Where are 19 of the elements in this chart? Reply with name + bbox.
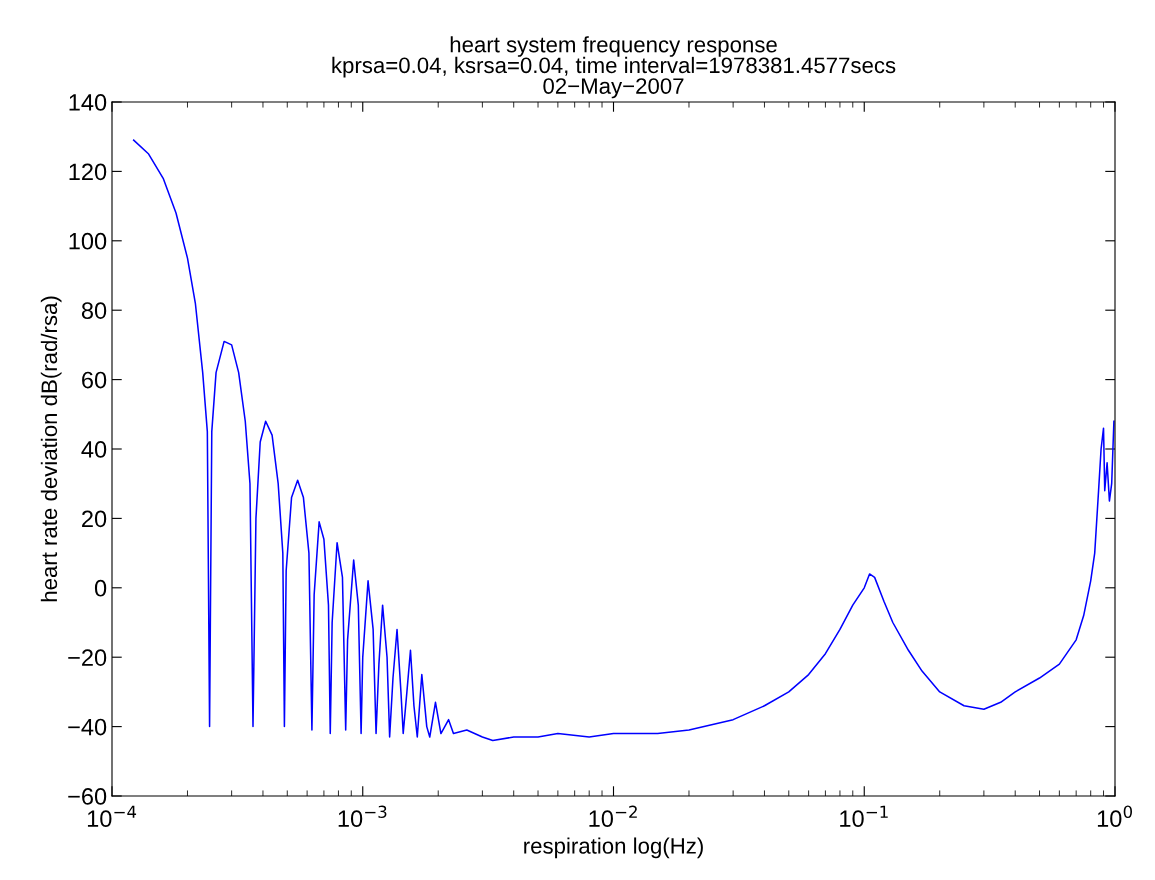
x-tick-label: 10$^{0}$ [1097,805,1133,828]
y-tick-label: 60 [82,371,107,389]
x-tick-label: 10$^{−1}$ [840,805,888,828]
x-axis-title: respiration log(Hz) [524,837,703,859]
y-tick-label: 80 [81,302,107,319]
x-tick-label: 10$^{−4}$ [87,805,137,828]
chart-title: heart system frequency response kprsa=0.04, ksrsa=0.04, time interval=1978381.4577secs 02−May−2007 [332,36,896,99]
y-tick-label: 120 [69,163,107,181]
y-tick-label: −40 [68,718,107,736]
y-tick-label: 0 [94,579,107,597]
y-tick-label: −60 [68,788,107,805]
y-tick-label: −20 [68,649,107,666]
y-tick-label: 20 [82,510,107,528]
x-tick-label: 10$^{−2}$ [589,805,637,828]
y-tick-label: 40 [81,441,107,458]
x-tick-label: 10$^{−3}$ [338,805,387,828]
y-tick-label: 140 [69,94,107,111]
y-axis-title: heart rate deviation dB(rad/rsa) [40,296,62,602]
y-tick-label: 100 [69,232,107,250]
